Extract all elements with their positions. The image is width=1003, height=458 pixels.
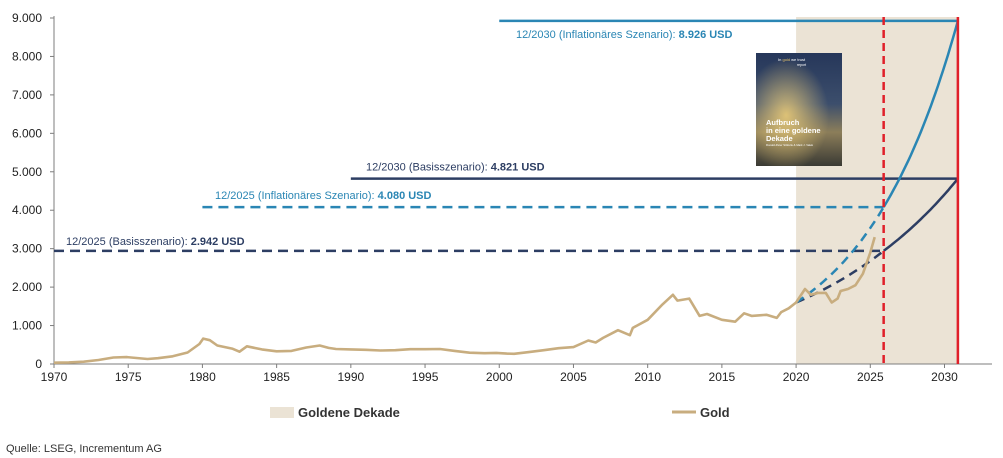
legend-golden-decade-swatch <box>270 407 294 418</box>
x-tick-label: 1995 <box>412 370 439 384</box>
x-tick-label: 1975 <box>115 370 142 384</box>
cover-top-line: In gold we trust <box>778 57 806 62</box>
cover-report-label: report <box>797 63 806 67</box>
projection-label-value: 4.080 USD <box>378 190 432 202</box>
legend: Goldene Dekade Gold <box>270 405 730 420</box>
x-tick-label: 2015 <box>709 370 736 384</box>
x-tick-label: 1970 <box>41 370 68 384</box>
y-tick-label: 6.000 <box>12 126 42 140</box>
cover-title-line: Dekade <box>766 134 793 143</box>
x-tick-label: 2020 <box>783 370 810 384</box>
annotations-layer: 12/2025 (Basisszenario): 2.942 USD12/202… <box>66 29 733 248</box>
projection-label-prefix: 12/2030 (Basisszenario): <box>366 162 491 174</box>
gold-price-line <box>53 236 876 364</box>
projection-label-prefix: 12/2025 (Basisszenario): <box>66 236 191 248</box>
inflation-scenario-curve-2030 <box>882 20 960 208</box>
projection-label-4: 12/2030 (Inflationäres Szenario): 8.926 … <box>516 29 733 41</box>
projection-label-3: 12/2030 (Basisszenario): 4.821 USD <box>366 162 545 174</box>
y-tick-label: 3.000 <box>12 242 42 256</box>
projection-lines-layer <box>54 19 960 304</box>
x-tick-label: 2005 <box>560 370 587 384</box>
legend-gold-label: Gold <box>700 405 730 420</box>
vertical-markers-layer <box>882 17 960 364</box>
x-tick-label: 2000 <box>486 370 513 384</box>
report-cover-image: In gold we trust report Aufbruch in eine … <box>756 53 842 166</box>
y-tick-label: 4.000 <box>12 203 42 217</box>
y-tick-label: 0 <box>35 357 42 371</box>
projection-label-prefix: 12/2030 (Inflationäres Szenario): <box>516 29 679 41</box>
y-tick-label: 7.000 <box>12 88 42 102</box>
x-tick-label: 2025 <box>857 370 884 384</box>
y-tick-label: 1.000 <box>12 319 42 333</box>
x-tick-label: 2010 <box>634 370 661 384</box>
projection-label-2: 12/2025 (Inflationäres Szenario): 4.080 … <box>215 190 432 202</box>
x-tick-label: 1990 <box>337 370 364 384</box>
projection-label-value: 8.926 USD <box>679 29 733 41</box>
base-scenario-curve-2030 <box>882 177 959 252</box>
axes-layer: 0 1.000 2.000 3.000 4.000 5.000 6.000 7.000 8.00… <box>12 11 992 384</box>
cover-title-line: in eine goldene <box>766 126 821 135</box>
y-tick-label: 8.000 <box>12 49 42 63</box>
x-tick-label: 2030 <box>931 370 958 384</box>
x-tick-label: 1980 <box>189 370 216 384</box>
gold-series-layer <box>53 236 876 364</box>
cover-title: Aufbruch in eine goldene Dekade <box>766 118 821 143</box>
projection-label-prefix: 12/2025 (Inflationäres Szenario): <box>215 190 378 202</box>
cover-title-line: Aufbruch <box>766 118 800 127</box>
y-tick-label: 9.000 <box>12 11 42 25</box>
projection-label-1: 12/2025 (Basisszenario): 2.942 USD <box>66 236 245 248</box>
y-tick-label: 5.000 <box>12 165 42 179</box>
projection-label-value: 4.821 USD <box>491 162 545 174</box>
x-tick-label: 1985 <box>263 370 290 384</box>
y-tick-label: 2.000 <box>12 280 42 294</box>
source-note: Quelle: LSEG, Incrementum AG <box>6 443 162 455</box>
legend-golden-decade-label: Goldene Dekade <box>298 405 400 420</box>
cover-authors: Ronald-Peter Stöferle & Mark J. Valek <box>766 143 814 147</box>
projection-label-value: 2.942 USD <box>191 236 245 248</box>
inflation-scenario-curve-2025 <box>795 206 885 304</box>
